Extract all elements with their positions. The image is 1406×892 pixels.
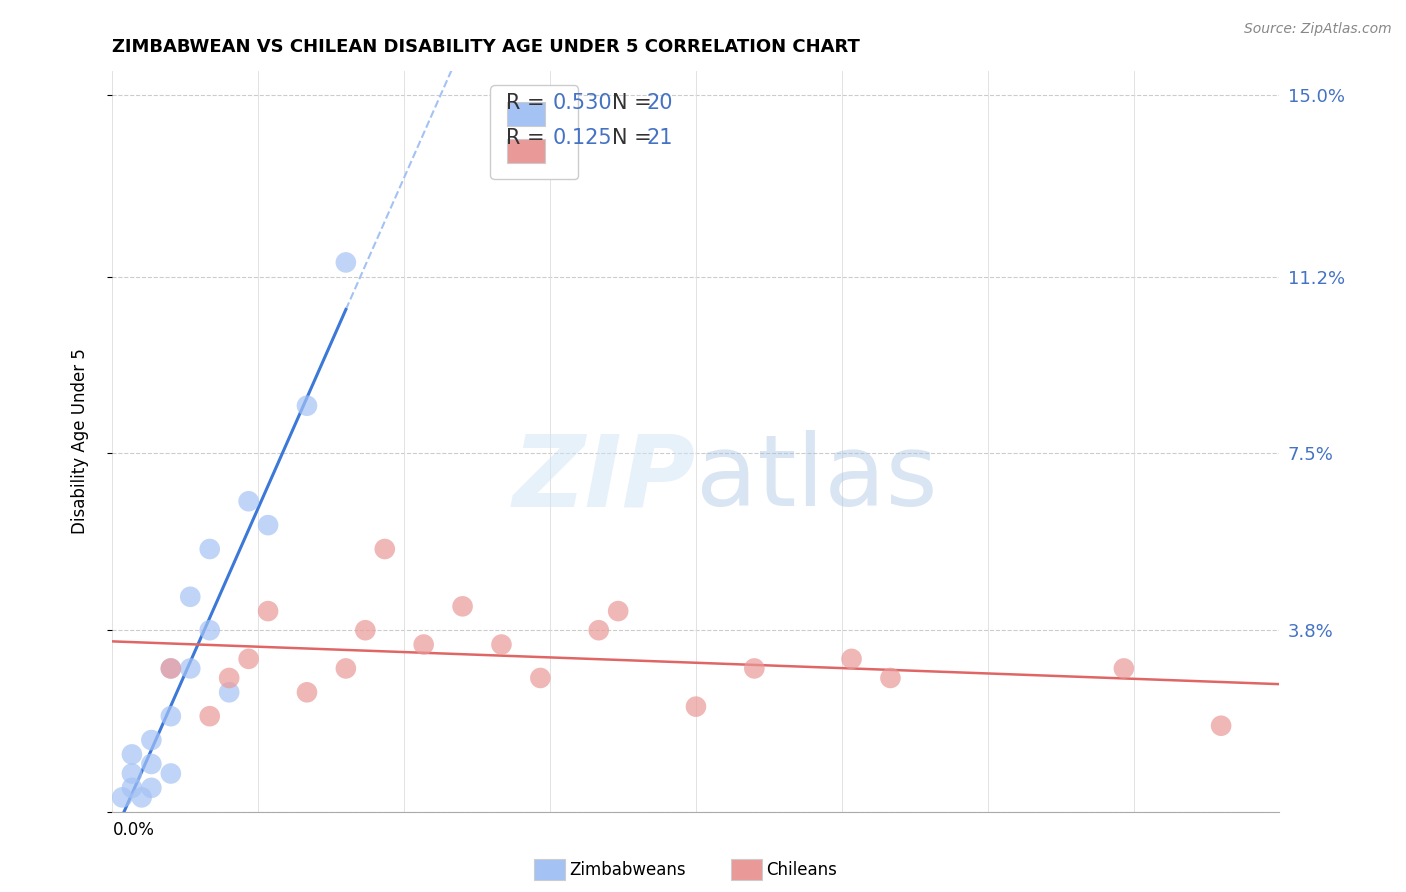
Point: [354, 624, 377, 638]
Point: [412, 638, 434, 652]
Point: [160, 661, 183, 675]
Text: 0.0%: 0.0%: [112, 822, 155, 839]
Point: [121, 780, 143, 795]
Point: [374, 541, 396, 556]
Point: [607, 604, 630, 618]
Text: N =: N =: [612, 128, 658, 148]
Point: [131, 790, 153, 805]
Point: [218, 671, 240, 685]
Point: [1211, 719, 1233, 733]
Text: N =: N =: [612, 93, 658, 112]
Point: [160, 661, 183, 675]
Point: [198, 709, 221, 723]
Text: atlas: atlas: [696, 430, 938, 527]
Text: ZIMBABWEAN VS CHILEAN DISABILITY AGE UNDER 5 CORRELATION CHART: ZIMBABWEAN VS CHILEAN DISABILITY AGE UND…: [112, 38, 860, 56]
Point: [744, 661, 766, 675]
Point: [491, 638, 513, 652]
Point: [257, 518, 280, 533]
Text: 20: 20: [647, 93, 673, 112]
Point: [841, 652, 863, 666]
Point: [218, 685, 240, 699]
Legend: , : ,: [491, 86, 578, 179]
Point: [238, 494, 260, 508]
Text: 0.125: 0.125: [553, 128, 612, 148]
Point: [685, 699, 707, 714]
Text: Chileans: Chileans: [766, 861, 837, 879]
Point: [141, 756, 163, 771]
Point: [335, 255, 357, 269]
Point: [121, 766, 143, 780]
Point: [121, 747, 143, 762]
Point: [588, 624, 610, 638]
Point: [141, 733, 163, 747]
Point: [160, 766, 183, 780]
Point: [179, 590, 201, 604]
Text: ZIP: ZIP: [513, 430, 696, 527]
Point: [238, 652, 260, 666]
Point: [879, 671, 901, 685]
Text: Source: ZipAtlas.com: Source: ZipAtlas.com: [1244, 22, 1392, 37]
Text: R =: R =: [506, 128, 551, 148]
Point: [141, 780, 163, 795]
Y-axis label: Disability Age Under 5: Disability Age Under 5: [70, 349, 89, 534]
Point: [295, 399, 318, 413]
Point: [198, 541, 221, 556]
Text: Zimbabweans: Zimbabweans: [569, 861, 686, 879]
Point: [335, 661, 357, 675]
Point: [1112, 661, 1135, 675]
Text: R =: R =: [506, 93, 551, 112]
Point: [295, 685, 318, 699]
Point: [198, 624, 221, 638]
Text: 0.530: 0.530: [553, 93, 612, 112]
Point: [179, 661, 201, 675]
Point: [160, 709, 183, 723]
Text: 21: 21: [647, 128, 673, 148]
Point: [111, 790, 134, 805]
Point: [257, 604, 280, 618]
Point: [529, 671, 551, 685]
Point: [451, 599, 474, 614]
